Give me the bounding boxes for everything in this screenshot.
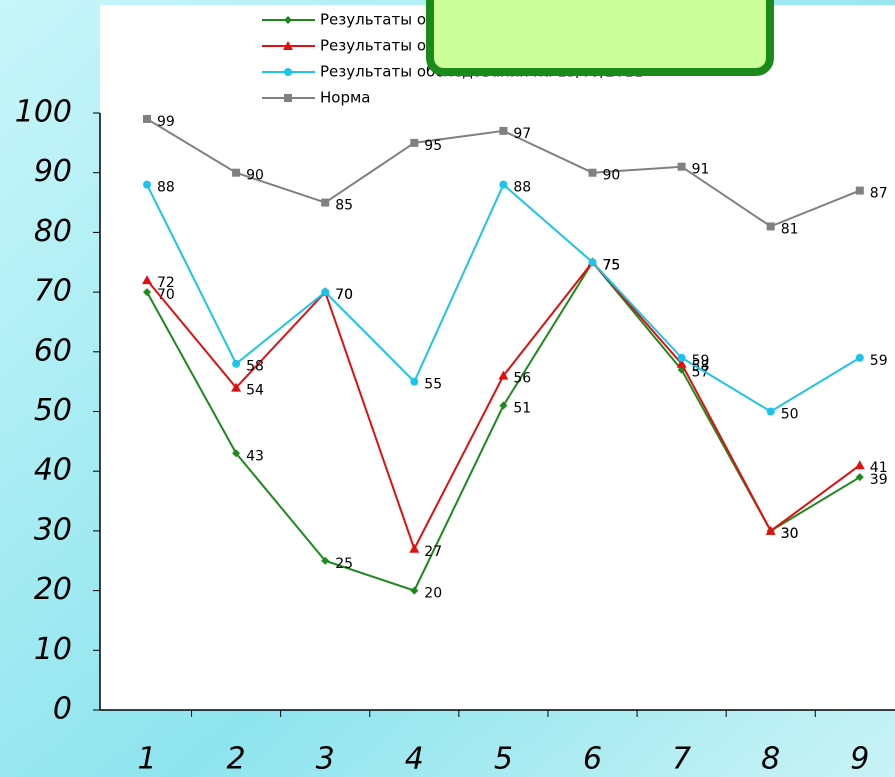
legend-marker [284,68,292,76]
data-label: 54 [246,383,264,399]
legend-marker [284,16,292,24]
x-tick-label: 5 [494,742,513,777]
data-label: 57 [692,365,710,381]
marker [321,198,330,207]
data-label: 58 [246,359,264,375]
data-label: 90 [246,168,264,184]
marker [409,543,420,553]
x-tick-label: 8 [761,742,780,777]
marker [766,407,775,416]
data-label: 81 [781,221,799,237]
data-label: 88 [513,180,531,196]
data-label: 70 [335,287,353,303]
data-label: 30 [781,526,799,542]
x-tick-label: 9 [850,742,869,777]
data-label: 55 [424,377,442,393]
y-tick-label: 70 [34,274,72,309]
data-label: 90 [603,168,621,184]
marker [143,288,151,297]
marker [499,126,508,135]
x-tick-label: 2 [227,742,246,777]
marker [498,370,509,380]
marker [410,377,419,386]
marker [855,186,864,195]
data-label: 56 [513,371,531,387]
x-tick-label: 7 [672,742,691,777]
y-tick-label: 20 [34,572,72,607]
data-label: 88 [157,180,175,196]
marker [410,586,419,595]
data-label: 30 [781,526,799,542]
data-label: 91 [692,162,710,178]
marker [321,556,330,565]
y-tick-label: 0 [53,692,72,727]
data-label: 50 [781,407,799,423]
x-tick-label: 1 [137,742,156,777]
marker [676,358,687,368]
x-tick-label: 4 [405,742,424,777]
y-tick-label: 90 [34,154,72,189]
x-tick-label: 6 [583,742,602,777]
data-label: 59 [692,353,710,369]
data-label: 25 [335,556,353,572]
overlay-shape [426,0,774,76]
data-label: 85 [335,198,353,214]
marker [854,460,865,470]
data-label: 41 [870,460,888,476]
y-tick-label: 40 [34,453,72,488]
data-label: 59 [870,353,888,369]
marker [232,168,241,177]
marker [142,275,152,285]
x-tick-label: 3 [316,742,335,777]
marker [232,359,241,368]
y-tick-label: 100 [15,95,72,130]
y-tick-label: 30 [34,512,72,547]
data-label: 70 [335,287,353,303]
marker [765,525,776,535]
marker [588,168,597,177]
data-label: 87 [870,186,888,202]
legend-marker [283,41,293,50]
data-label: 99 [157,114,175,130]
marker [677,353,686,362]
data-label: 75 [603,257,621,273]
legend-label: Норма [320,89,371,107]
marker [143,180,151,189]
legend-marker [284,94,292,102]
marker [677,162,686,171]
data-label: 43 [246,448,264,464]
data-label: 97 [513,126,531,142]
marker [232,449,241,458]
y-tick-label: 80 [34,214,72,249]
marker [855,353,864,362]
data-label: 27 [424,544,442,560]
marker [231,382,242,392]
data-label: 51 [513,401,531,417]
marker [855,473,864,482]
marker [143,114,151,123]
y-tick-label: 50 [34,393,72,428]
data-label: 72 [157,275,175,291]
data-label: 95 [424,138,442,154]
data-label: 39 [870,472,888,488]
marker [499,180,508,189]
marker [766,222,775,231]
data-label: 20 [424,586,442,602]
marker [410,138,419,147]
marker [321,288,330,297]
plot-area [100,5,895,710]
marker [499,401,508,410]
marker [588,258,597,267]
data-label: 75 [603,257,621,273]
data-label: 75 [603,257,621,273]
y-tick-label: 60 [34,333,72,368]
y-tick-label: 10 [34,632,72,667]
